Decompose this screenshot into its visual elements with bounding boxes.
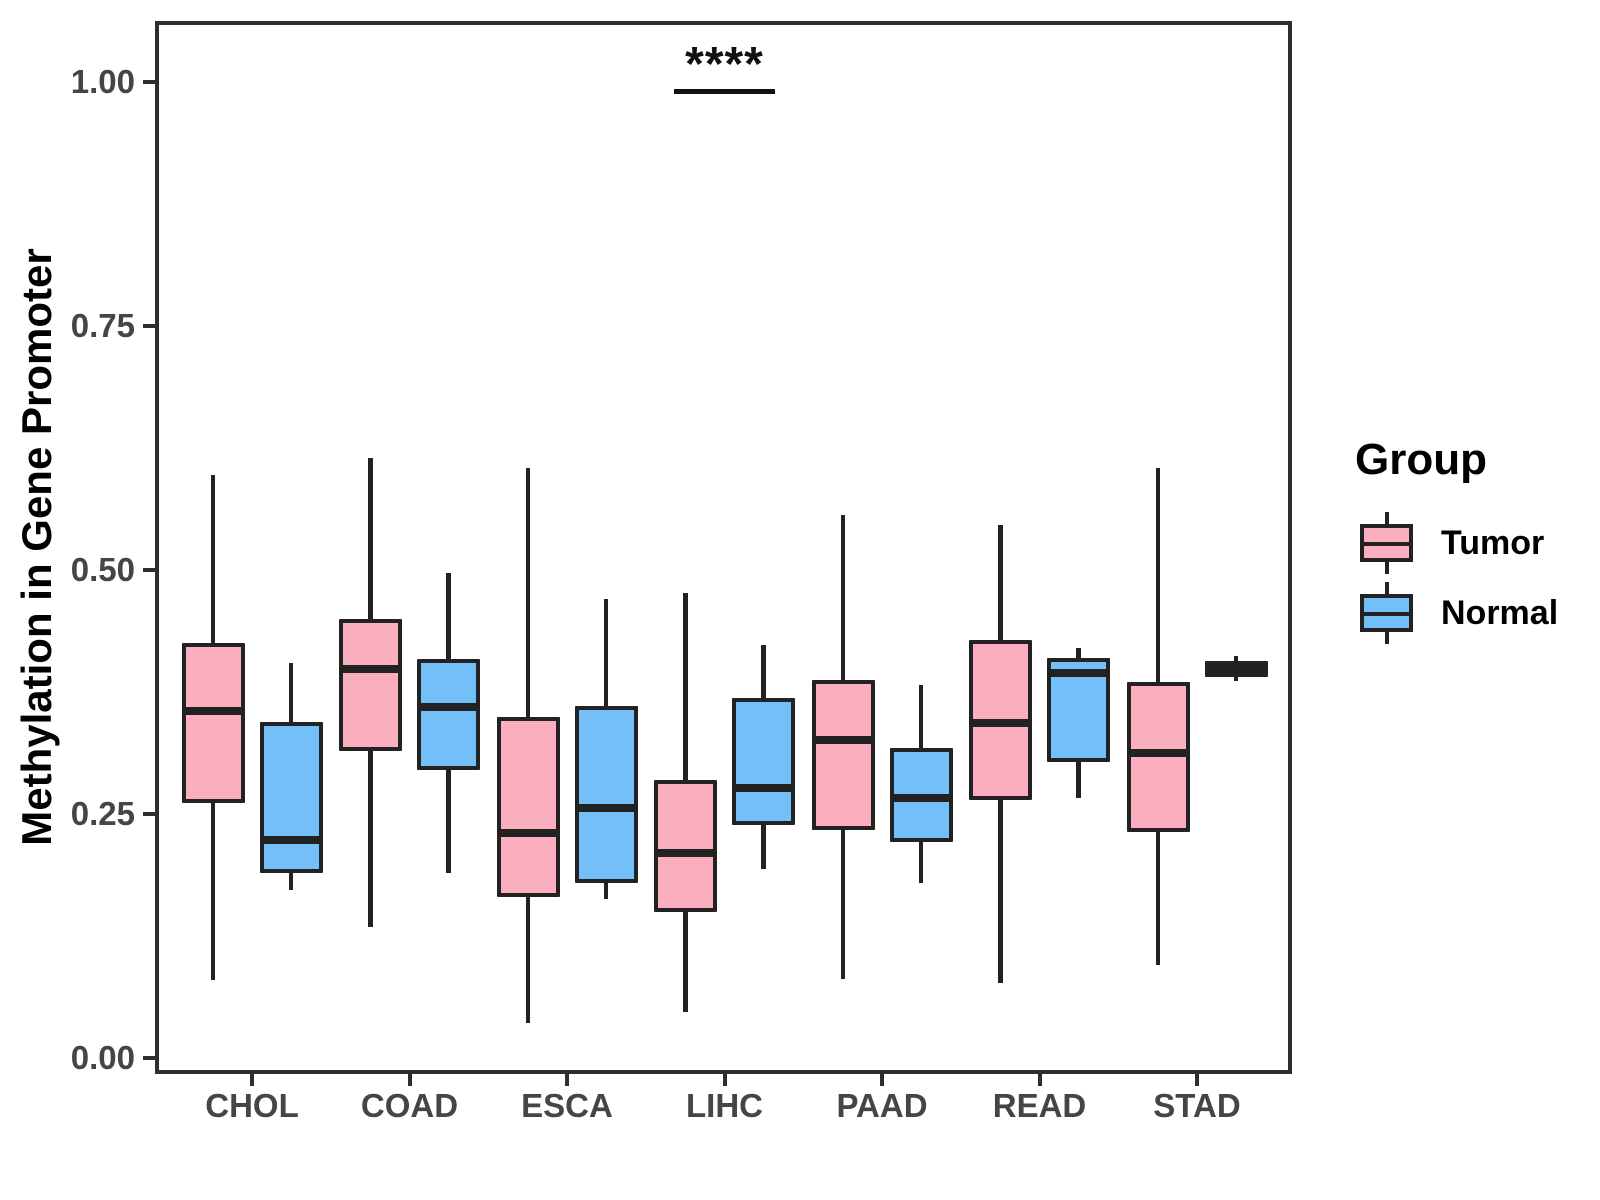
- glyph-median: [1360, 611, 1413, 616]
- median-normal-paad: [889, 794, 953, 803]
- legend-title: Group: [1355, 435, 1487, 484]
- legend-item-normal: Normal: [1360, 582, 1558, 644]
- box-tumor-stad: [1126, 682, 1190, 832]
- y-tick-label: 1.00: [70, 63, 135, 100]
- x-tick-label-lihc: LIHC: [686, 1087, 763, 1124]
- y-tick-mark: [143, 1056, 155, 1060]
- significance-line: [673, 89, 775, 95]
- boxplot-glyph-tumor-icon: [1360, 512, 1413, 574]
- median-tumor-paad: [811, 735, 875, 744]
- x-tick-label-stad: STAD: [1153, 1087, 1241, 1124]
- box-tumor-coad: [339, 618, 402, 751]
- legend: Group Tumor Normal: [1330, 435, 1600, 685]
- median-tumor-lihc: [654, 849, 717, 858]
- x-tick-label-coad: COAD: [360, 1087, 459, 1124]
- median-normal-read: [1047, 669, 1110, 678]
- plot-panel: [155, 21, 1292, 1074]
- y-tick-mark: [143, 324, 155, 328]
- median-tumor-stad: [1126, 748, 1190, 757]
- legend-item-tumor: Tumor: [1360, 512, 1544, 574]
- x-tick-label-read: READ: [992, 1087, 1087, 1124]
- median-normal-chol: [259, 836, 323, 845]
- median-normal-esca: [574, 804, 638, 813]
- y-tick-label: 0.00: [70, 1039, 135, 1076]
- box-normal-lihc: [732, 697, 795, 825]
- x-tick-label-esca: ESCA: [521, 1087, 613, 1124]
- x-tick-mark: [1195, 1074, 1199, 1086]
- median-normal-stad: [1204, 664, 1268, 673]
- box-tumor-paad: [811, 680, 875, 830]
- y-tick-mark: [143, 80, 155, 84]
- x-tick-mark: [407, 1074, 412, 1086]
- y-tick-label: 0.50: [70, 551, 135, 588]
- box-normal-chol: [259, 722, 323, 873]
- glyph-median: [1360, 541, 1413, 546]
- x-tick-label-paad: PAAD: [836, 1087, 928, 1124]
- x-tick-mark: [722, 1074, 727, 1086]
- x-tick-mark: [1037, 1074, 1042, 1086]
- y-tick-label: 0.75: [70, 307, 135, 344]
- x-tick-mark: [565, 1074, 569, 1086]
- median-tumor-read: [969, 719, 1032, 728]
- legend-label-tumor: Tumor: [1441, 524, 1545, 562]
- median-normal-coad: [417, 702, 480, 711]
- median-normal-lihc: [732, 783, 795, 792]
- box-normal-coad: [417, 658, 480, 771]
- boxplot-glyph-normal-icon: [1360, 582, 1413, 644]
- x-tick-label-chol: CHOL: [205, 1087, 299, 1124]
- median-tumor-coad: [339, 664, 402, 673]
- significance-label: ****: [685, 37, 764, 91]
- box-tumor-chol: [181, 643, 245, 804]
- box-tumor-esca: [496, 717, 560, 897]
- x-tick-mark: [880, 1074, 884, 1086]
- x-tick-mark: [250, 1074, 254, 1086]
- median-tumor-esca: [496, 828, 560, 837]
- box-normal-esca: [574, 705, 638, 884]
- median-tumor-chol: [181, 706, 245, 715]
- y-tick-label: 0.25: [70, 795, 135, 832]
- legend-label-normal: Normal: [1441, 594, 1559, 632]
- y-tick-mark: [143, 812, 155, 816]
- y-tick-mark: [143, 568, 155, 572]
- box-tumor-lihc: [654, 779, 717, 912]
